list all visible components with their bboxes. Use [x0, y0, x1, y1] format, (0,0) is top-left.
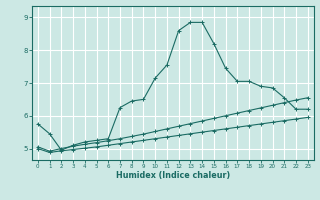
X-axis label: Humidex (Indice chaleur): Humidex (Indice chaleur): [116, 171, 230, 180]
